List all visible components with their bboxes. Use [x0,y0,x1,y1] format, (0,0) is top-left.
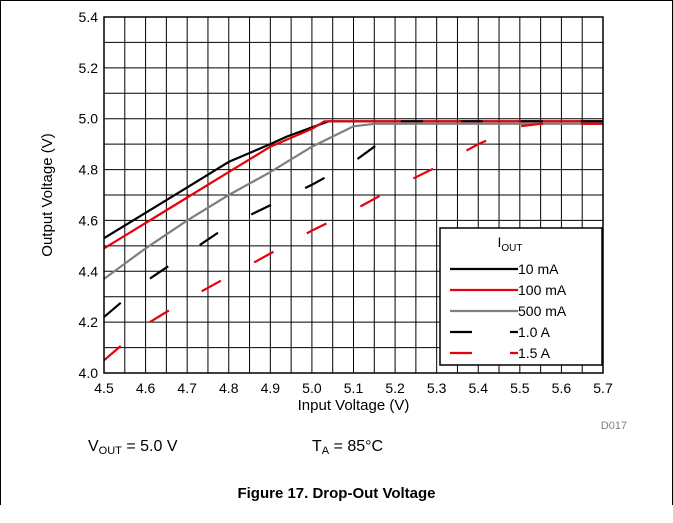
x-tick-label: 4.5 [94,380,114,396]
ta-symbol: T [312,438,322,455]
x-tick-label: 5.4 [469,380,489,396]
x-tick-label: 5.0 [302,380,322,396]
y-tick-label: 4.0 [79,365,99,381]
frame-left-border [0,0,1,505]
plot-border [103,16,604,374]
vout-value: = 5.0 V [121,438,178,455]
y-axis-label: Output Voltage (V) [39,133,56,256]
series-line-1-0-a [103,120,603,318]
legend-label: 100 mA [518,282,567,298]
dropout-voltage-chart: 4.5 4.6 4.7 4.8 4.9 5.0 5.1 5.2 5.3 5.4 5.5 5.6 5.7 4… [39,9,627,430]
x-axis-label: Input Voltage (V) [298,397,410,414]
x-tick-label: 5.5 [510,380,530,396]
y-tick-label: 5.4 [79,9,99,25]
legend-title-sub: OUT [501,243,522,254]
y-tick-label: 4.8 [79,162,99,178]
vout-symbol: V [88,438,99,455]
series-line-100-ma [103,120,603,250]
y-tick-label: 4.2 [79,314,99,330]
legend-label: 1.5 A [518,345,551,361]
x-tick-label: 4.7 [177,380,197,396]
ta-value: = 85°C [329,438,384,455]
vout-subscript: OUT [98,445,122,457]
frame-top-border [0,0,673,1]
x-tick-label: 5.2 [385,380,405,396]
x-tick-label: 5.3 [427,380,447,396]
tick-labels: 4.5 4.6 4.7 4.8 4.9 5.0 5.1 5.2 5.3 5.4 5.5 5.6 5.7 4… [79,9,613,396]
figure-caption: Figure 17. Drop-Out Voltage [237,485,436,502]
x-tick-label: 4.9 [261,380,281,396]
legend: IOUT 10 mA 100 mA 500 mA 1.0 A 1.5 A [439,227,603,366]
legend-title: IOUT [498,234,523,254]
x-tick-label: 5.7 [593,380,613,396]
series-line-500-ma [103,122,603,280]
legend-label: 10 mA [518,261,559,277]
ta-condition: TA = 85°C [312,438,383,457]
figure-id: D017 [601,420,627,430]
x-tick-label: 4.6 [136,380,156,396]
y-tick-label: 5.2 [79,60,99,76]
y-tick-label: 4.6 [79,212,99,228]
legend-title-main: I [498,234,502,250]
legend-box [439,227,603,366]
y-tick-label: 5.0 [79,111,99,127]
x-tick-label: 5.1 [344,380,364,396]
x-tick-label: 4.8 [219,380,239,396]
legend-label: 500 mA [518,303,567,319]
y-tick-label: 4.4 [79,263,99,279]
ta-subscript: A [321,445,330,457]
vout-condition: VOUT = 5.0 V [88,438,178,457]
x-tick-label: 5.6 [552,380,572,396]
series-layer [103,120,603,362]
legend-label: 1.0 A [518,324,551,340]
